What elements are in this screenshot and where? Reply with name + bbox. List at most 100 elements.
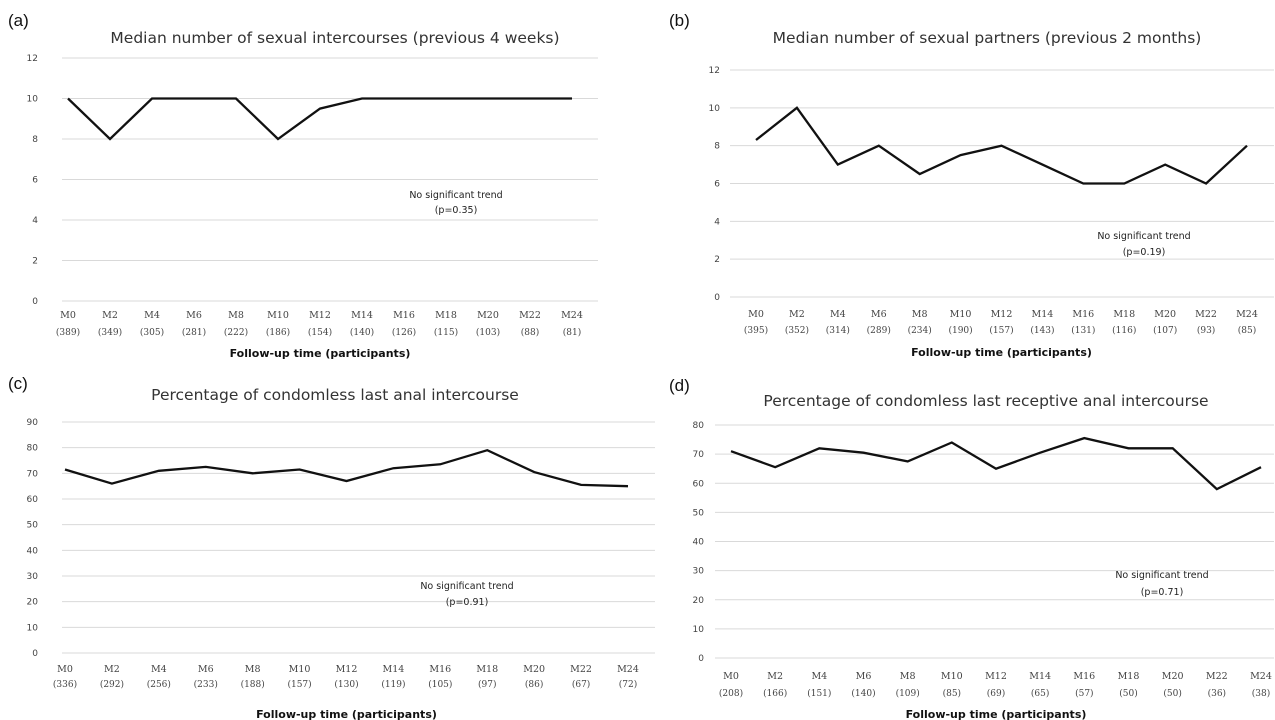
y-tick-label: 12 (709, 66, 720, 76)
x-participant-count: (130) (334, 679, 358, 690)
x-tick-label: M2 (789, 309, 805, 320)
x-participant-count: (143) (1030, 325, 1054, 336)
y-tick-label: 50 (27, 521, 39, 531)
x-participant-count: (166) (763, 688, 787, 699)
x-tick-label: M2 (104, 664, 120, 675)
x-participant-count: (115) (434, 327, 458, 338)
x-tick-label: M8 (228, 310, 244, 321)
y-tick-label: 10 (693, 625, 705, 635)
x-tick-label: M20 (1162, 671, 1184, 682)
x-participant-count: (233) (194, 679, 218, 690)
x-participant-count: (93) (1197, 325, 1215, 336)
x-participant-count: (157) (989, 325, 1013, 336)
x-participant-count: (50) (1119, 688, 1137, 699)
x-participant-count: (38) (1252, 688, 1270, 699)
x-tick-label: M4 (830, 309, 846, 320)
x-participant-count: (36) (1208, 688, 1226, 699)
y-tick-label: 12 (27, 54, 38, 64)
x-participant-count: (72) (619, 679, 637, 690)
chart-panel-4: (d) Percentage of condomless last recepti… (637, 360, 1274, 720)
x-participant-count: (140) (851, 688, 875, 699)
y-tick-label: 80 (27, 444, 39, 454)
x-tick-label: M22 (519, 310, 541, 321)
x-tick-label: M20 (477, 310, 499, 321)
x-participant-count: (57) (1075, 688, 1093, 699)
x-tick-label: M0 (723, 671, 739, 682)
x-participant-count: (97) (478, 679, 496, 690)
x-participant-count: (69) (987, 688, 1005, 699)
y-tick-label: 70 (693, 450, 705, 460)
x-participant-count: (208) (719, 688, 743, 699)
x-participant-count: (336) (53, 679, 77, 690)
x-participant-count: (86) (525, 679, 543, 690)
trend-annotation: No significant trend (409, 190, 502, 201)
x-participant-count: (234) (908, 325, 932, 336)
x-tick-label: M8 (912, 309, 928, 320)
x-tick-label: M20 (523, 664, 545, 675)
y-tick-label: 60 (27, 495, 39, 505)
x-participant-count: (116) (1112, 325, 1136, 336)
x-participant-count: (395) (744, 325, 768, 336)
x-tick-label: M2 (767, 671, 783, 682)
x-participant-count: (305) (140, 327, 164, 338)
series-line (730, 436, 1262, 491)
trend-annotation: No significant trend (420, 581, 513, 592)
y-tick-label: 0 (714, 293, 720, 303)
y-tick-label: 4 (714, 217, 720, 227)
x-tick-label: M14 (351, 310, 373, 321)
panel-label: (a) (8, 11, 29, 30)
p-value-annotation: (p=0.19) (1123, 247, 1166, 258)
y-tick-label: 10 (27, 95, 39, 105)
x-tick-label: M20 (1154, 309, 1176, 320)
y-tick-label: 30 (27, 572, 39, 582)
x-tick-label: M4 (811, 671, 827, 682)
x-participant-count: (107) (1153, 325, 1177, 336)
x-participant-count: (389) (56, 327, 80, 338)
x-tick-label: M0 (60, 310, 76, 321)
x-participant-count: (65) (1031, 688, 1049, 699)
x-tick-label: M22 (570, 664, 592, 675)
x-tick-label: M14 (383, 664, 405, 675)
y-tick-label: 6 (32, 176, 38, 186)
chart-title: Median number of sexual intercourses (pr… (110, 29, 559, 47)
y-tick-label: 4 (32, 216, 38, 226)
x-axis-title: Follow-up time (participants) (230, 347, 411, 360)
x-participant-count: (109) (896, 688, 920, 699)
x-tick-label: M14 (1029, 671, 1051, 682)
x-tick-label: M16 (1072, 309, 1094, 320)
series-line (64, 448, 629, 488)
x-participant-count: (85) (1238, 325, 1256, 336)
x-participant-count: (140) (350, 327, 374, 338)
x-participant-count: (349) (98, 327, 122, 338)
x-tick-label: M8 (245, 664, 261, 675)
x-participant-count: (256) (147, 679, 171, 690)
x-participant-count: (81) (563, 327, 581, 338)
panel-label: (c) (8, 374, 28, 393)
panel-label: (d) (669, 376, 690, 395)
y-tick-label: 0 (698, 654, 704, 664)
y-tick-label: 2 (32, 257, 38, 267)
x-tick-label: M8 (900, 671, 916, 682)
x-tick-label: M4 (151, 664, 167, 675)
x-tick-label: M16 (1073, 671, 1095, 682)
x-participant-count: (88) (521, 327, 539, 338)
y-tick-label: 70 (27, 469, 39, 479)
x-participant-count: (188) (241, 679, 265, 690)
x-participant-count: (126) (392, 327, 416, 338)
y-tick-label: 20 (27, 598, 39, 608)
trend-annotation: No significant trend (1115, 570, 1208, 581)
x-tick-label: M4 (144, 310, 160, 321)
x-tick-label: M12 (336, 664, 358, 675)
series-line (755, 106, 1248, 185)
chart-svg: (a) Median number of sexual intercourses … (8, 11, 598, 360)
chart-svg: (c) Percentage of condomless last anal in… (8, 374, 655, 720)
x-tick-label: M24 (561, 310, 583, 321)
x-participant-count: (281) (182, 327, 206, 338)
x-tick-label: M0 (748, 309, 764, 320)
y-tick-label: 6 (714, 180, 720, 190)
x-participant-count: (222) (224, 327, 248, 338)
x-participant-count: (292) (100, 679, 124, 690)
x-tick-label: M22 (1206, 671, 1228, 682)
chart-svg: (d) Percentage of condomless last recepti… (669, 376, 1274, 720)
x-tick-label: M18 (1113, 309, 1135, 320)
